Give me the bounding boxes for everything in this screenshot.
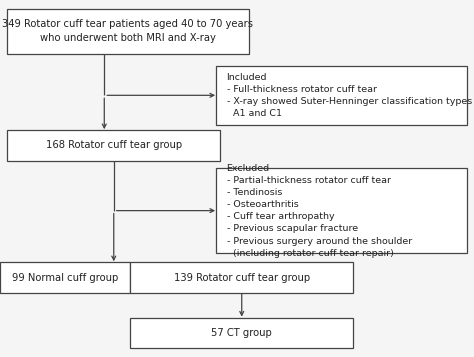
Text: Excluded
- Partial-thickness rotator cuff tear
- Tendinosis
- Osteoarthritis
- C: Excluded - Partial-thickness rotator cuf… — [227, 164, 412, 258]
FancyBboxPatch shape — [7, 9, 249, 54]
Text: 57 CT group: 57 CT group — [211, 328, 272, 338]
Text: Included
- Full-thickness rotator cuff tear
- X-ray showed Suter-Henninger class: Included - Full-thickness rotator cuff t… — [227, 73, 472, 118]
Text: 139 Rotator cuff tear group: 139 Rotator cuff tear group — [173, 272, 310, 283]
Text: 99 Normal cuff group: 99 Normal cuff group — [12, 272, 118, 283]
FancyBboxPatch shape — [130, 262, 353, 293]
Text: 349 Rotator cuff tear patients aged 40 to 70 years
who underwent both MRI and X-: 349 Rotator cuff tear patients aged 40 t… — [2, 19, 254, 43]
FancyBboxPatch shape — [216, 168, 467, 253]
Text: 168 Rotator cuff tear group: 168 Rotator cuff tear group — [46, 140, 182, 151]
FancyBboxPatch shape — [0, 262, 130, 293]
FancyBboxPatch shape — [7, 130, 220, 161]
FancyBboxPatch shape — [130, 318, 353, 348]
FancyBboxPatch shape — [216, 66, 467, 125]
